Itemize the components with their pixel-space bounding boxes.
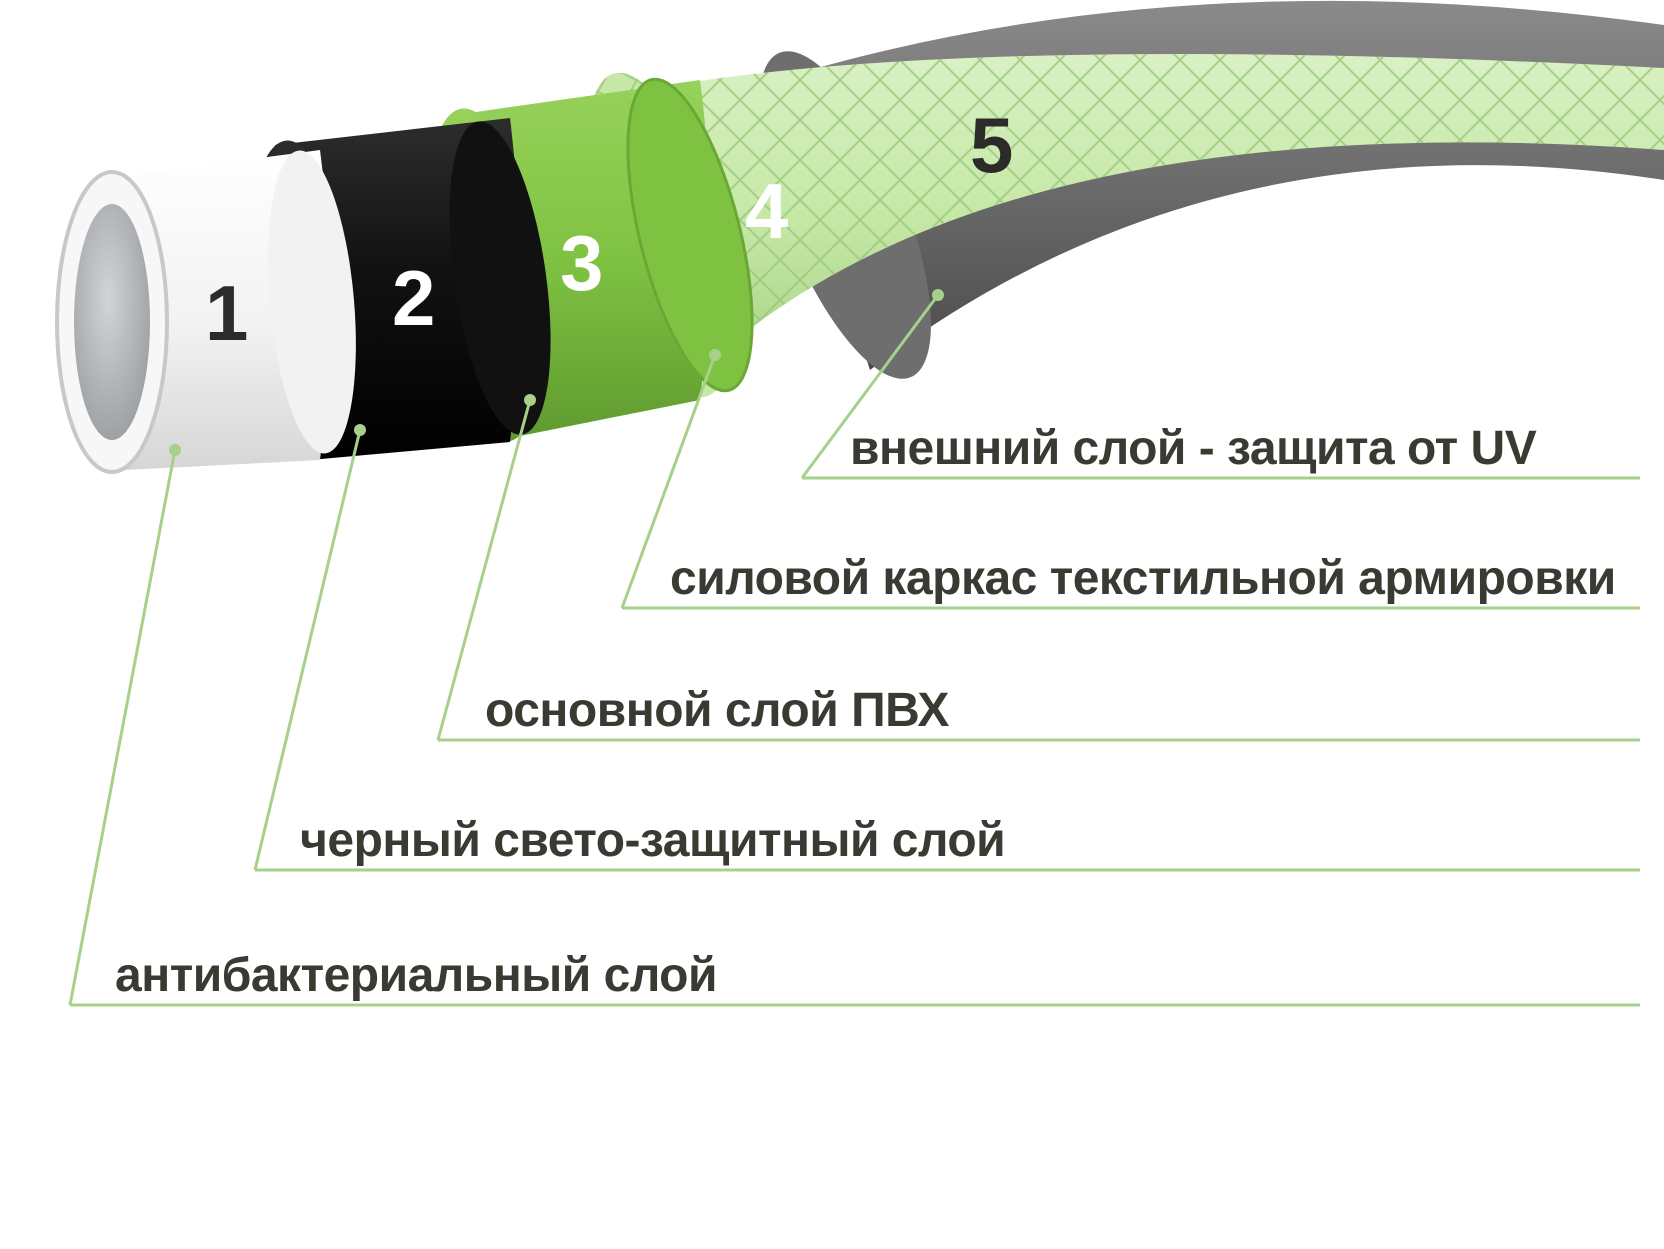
layer-label-3: основной слой ПВХ (485, 684, 949, 737)
layer-number-5: 5 (970, 101, 1013, 189)
layer-label-1: антибактериальный слой (115, 949, 717, 1002)
layer-number-1: 1 (205, 269, 248, 357)
leader-line-1 (70, 450, 175, 1005)
leader-line-2 (255, 430, 360, 870)
layer-label-5: внешний слой - защита от UV (850, 422, 1537, 475)
layer-label-4: силовой каркас текстильной армировки (670, 552, 1616, 605)
layer-number-2: 2 (392, 254, 435, 342)
hose-layers-diagram: 1 2 3 4 5 антибактериальный слой черный свето… (0, 0, 1664, 1249)
layer-number-4: 4 (745, 167, 788, 255)
layer-number-3: 3 (560, 219, 603, 307)
layer-label-2: черный свето-защитный слой (300, 814, 1005, 867)
